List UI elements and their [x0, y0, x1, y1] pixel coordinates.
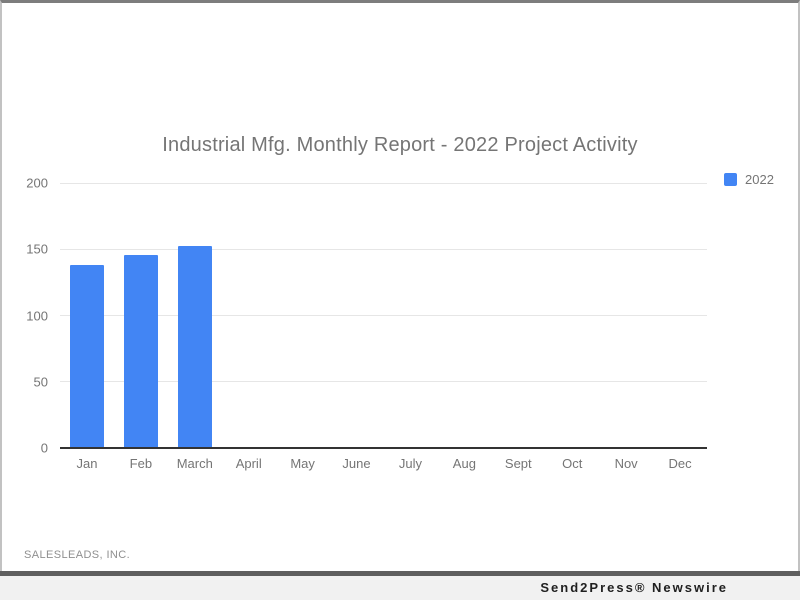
gridline-50: [60, 381, 707, 383]
y-tick-label-0: 0: [40, 440, 48, 456]
x-tick-label-april: April: [235, 456, 262, 471]
chart-title: Industrial Mfg. Monthly Report - 2022 Pr…: [162, 134, 638, 156]
x-tick-label-dec: Dec: [668, 456, 692, 471]
gridline-200: [60, 182, 707, 184]
bar-feb: [123, 254, 158, 447]
x-tick-label-feb: Feb: [129, 456, 153, 471]
y-tick-label-50: 50: [33, 374, 48, 390]
gridline-100: [60, 315, 707, 316]
y-tick-label-100: 100: [26, 308, 48, 323]
report-card: Industrial Mfg. Monthly Report - 2022 Pr…: [0, 0, 800, 571]
footer-divider-bar: [0, 571, 800, 576]
chart-legend: 2022: [724, 172, 774, 187]
bar-jan: [69, 265, 104, 447]
footer-brand: Send2Press® Newswire: [540, 580, 728, 595]
y-axis-labels: 0 50 100 150 200: [2, 176, 48, 456]
x-tick-label-may: May: [290, 456, 315, 471]
legend-swatch-2022: [724, 173, 737, 186]
x-tick-label-oct: Oct: [562, 456, 583, 471]
x-tick-label-july: July: [398, 456, 423, 471]
x-tick-label-sept: Sept: [504, 456, 532, 471]
y-tick-label-200: 200: [26, 175, 48, 191]
bar-march: [177, 245, 212, 447]
x-tick-label-march: March: [176, 456, 213, 471]
y-tick-label-150: 150: [26, 241, 48, 257]
x-axis-labels: Jan Feb March April May June July Aug Sept Oct Nov…: [60, 456, 707, 474]
x-axis-baseline: [60, 447, 707, 449]
source-label: SALESLEADS, INC.: [24, 549, 131, 561]
x-tick-label-june: June: [342, 456, 371, 471]
gridline-150: [60, 248, 707, 250]
plot-area: [60, 182, 707, 449]
footer: Send2Press® Newswire: [0, 576, 800, 600]
x-tick-label-aug: Aug: [452, 456, 476, 471]
x-tick-label-jan: Jan: [76, 456, 98, 471]
x-tick-label-nov: Nov: [614, 456, 638, 471]
legend-label-2022: 2022: [745, 172, 774, 187]
